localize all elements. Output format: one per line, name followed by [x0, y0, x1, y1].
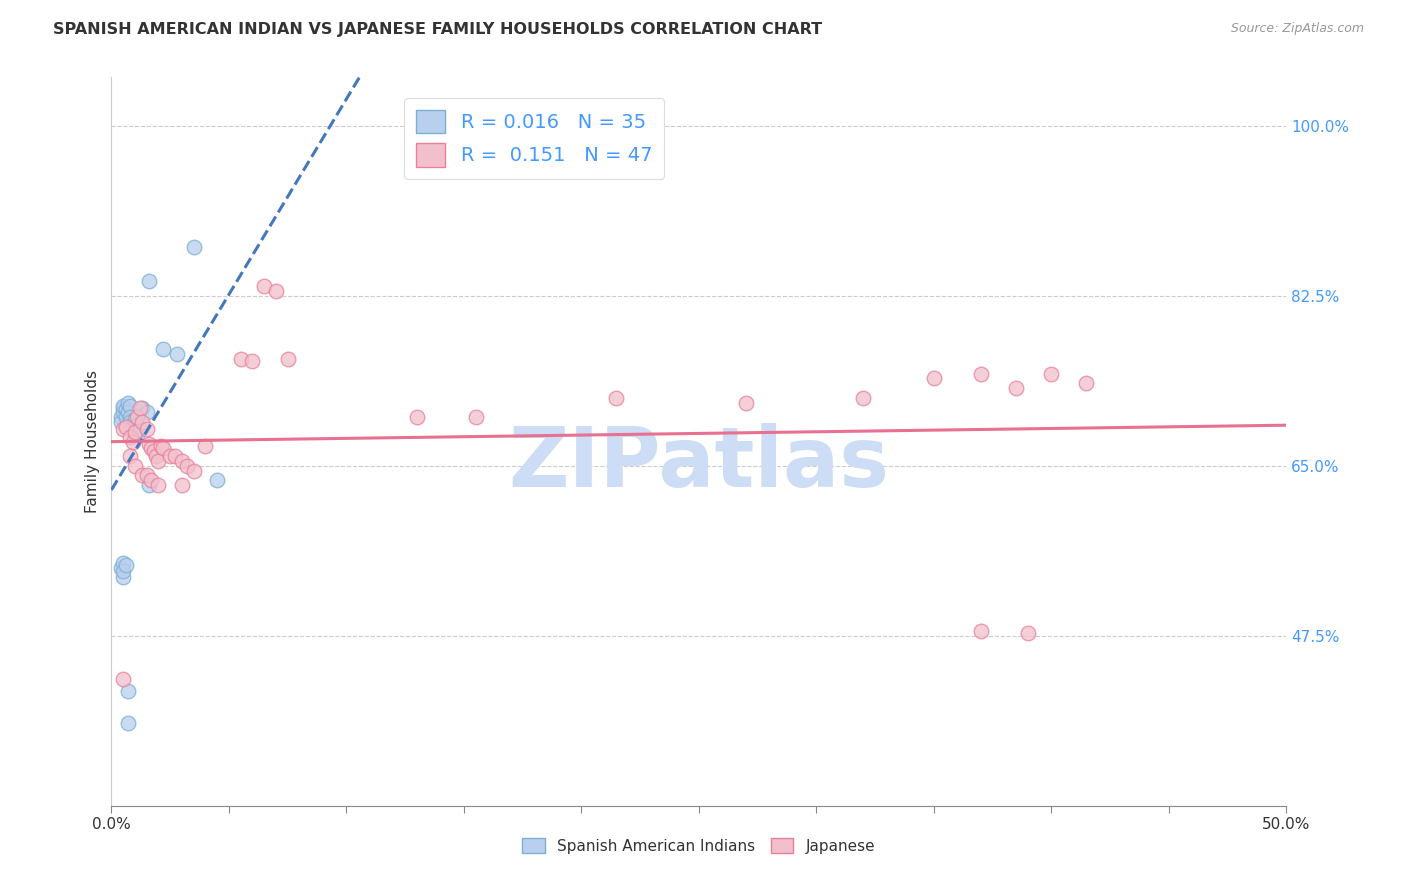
Point [110, 410, 132, 425]
Text: ZIPatlas: ZIPatlas [508, 423, 889, 504]
Point [131, 468, 153, 483]
Point [1040, 367, 1063, 381]
Point [112, 405, 135, 419]
Point [121, 422, 143, 436]
Point [149, 439, 172, 453]
Point [605, 391, 627, 405]
Point [170, 454, 193, 468]
Point [142, 444, 165, 458]
Point [131, 401, 153, 415]
Point [141, 474, 163, 488]
Point [176, 458, 198, 473]
Point [138, 478, 160, 492]
Point [253, 279, 276, 293]
Point [124, 425, 146, 439]
Point [148, 478, 170, 492]
Point [163, 449, 186, 463]
Point [131, 415, 153, 429]
Point [117, 395, 139, 409]
Point [128, 422, 150, 436]
Point [183, 464, 205, 478]
Point [264, 284, 287, 298]
Point [124, 420, 146, 434]
Point [127, 417, 149, 432]
Point [159, 449, 181, 463]
Point [135, 468, 157, 483]
Point [1017, 625, 1039, 640]
Point [148, 454, 170, 468]
Point [124, 458, 146, 473]
Point [464, 410, 486, 425]
Text: Source: ZipAtlas.com: Source: ZipAtlas.com [1230, 22, 1364, 36]
Point [124, 425, 146, 439]
Point [121, 434, 143, 449]
Point [141, 442, 163, 456]
Point [110, 560, 132, 574]
Point [120, 449, 142, 463]
Point [138, 437, 160, 451]
Point [166, 347, 188, 361]
Point [128, 401, 150, 415]
Point [112, 570, 135, 584]
Point [152, 343, 174, 357]
Point [112, 422, 135, 436]
Point [114, 402, 136, 417]
Point [124, 412, 146, 426]
Point [152, 442, 174, 456]
Text: SPANISH AMERICAN INDIAN VS JAPANESE FAMILY HOUSEHOLDS CORRELATION CHART: SPANISH AMERICAN INDIAN VS JAPANESE FAMI… [53, 22, 823, 37]
Y-axis label: Family Households: Family Households [86, 370, 100, 513]
Point [120, 399, 142, 413]
Point [405, 410, 427, 425]
Point [135, 422, 157, 436]
Point [112, 564, 135, 578]
Point [117, 684, 139, 698]
Point [112, 399, 135, 413]
Point [114, 558, 136, 572]
Point [1004, 381, 1026, 395]
Point [127, 427, 149, 442]
Point [110, 415, 132, 429]
Point [120, 410, 142, 425]
Point [969, 624, 991, 638]
Point [194, 439, 217, 453]
Point [852, 391, 875, 405]
Point [138, 274, 160, 288]
Point [117, 716, 139, 731]
Point [205, 474, 228, 488]
Point [922, 371, 945, 385]
Point [145, 449, 167, 463]
Point [112, 556, 135, 570]
Point [121, 417, 143, 432]
Point [183, 240, 205, 254]
Legend: R = 0.016   N = 35, R =  0.151   N = 47: R = 0.016 N = 35, R = 0.151 N = 47 [405, 98, 664, 178]
Point [734, 395, 756, 409]
Point [114, 420, 136, 434]
Point [120, 430, 142, 444]
Point [120, 415, 142, 429]
Point [112, 673, 135, 687]
Point [229, 351, 252, 366]
Point [135, 405, 157, 419]
Point [112, 401, 135, 415]
Point [127, 410, 149, 425]
Point [170, 478, 193, 492]
Point [114, 410, 136, 425]
Point [1076, 376, 1098, 391]
Point [969, 367, 991, 381]
Point [117, 405, 139, 419]
Point [240, 354, 263, 368]
Point [277, 351, 299, 366]
